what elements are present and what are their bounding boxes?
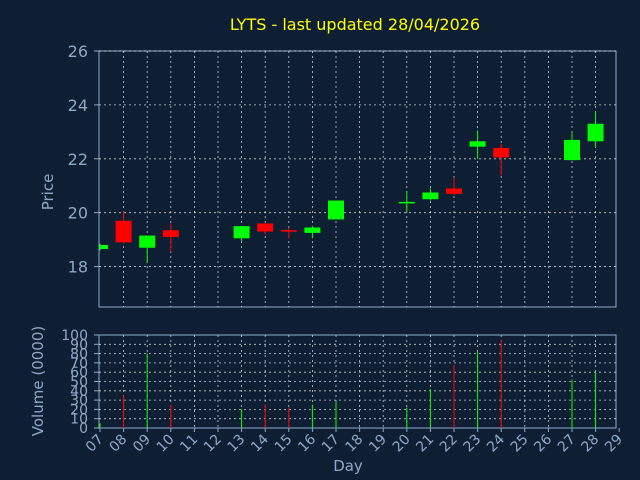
x-tick-label: 20 xyxy=(390,432,414,456)
x-tick-label: 11 xyxy=(177,432,201,456)
x-tick-label: 21 xyxy=(413,432,437,456)
volume-axis-label: Volume (0000) xyxy=(29,326,47,436)
price-tick-label: 24 xyxy=(68,96,88,115)
x-tick-label: 27 xyxy=(555,432,579,456)
x-tick-label: 10 xyxy=(154,432,178,456)
x-tick-label: 19 xyxy=(366,432,390,456)
candle-body-14 xyxy=(257,223,274,232)
x-tick-label: 17 xyxy=(319,432,343,456)
x-tick-label: 16 xyxy=(295,431,319,455)
x-tick-label: 28 xyxy=(579,432,603,456)
candle-body-09 xyxy=(139,235,156,248)
volume-tick-label: 80 xyxy=(70,347,88,363)
x-tick-label: 12 xyxy=(201,432,225,456)
x-axis-ticks: 07 08 09 10 11 12 13 14 15 16 17 18 19 20 21 22 23 24 25 26… xyxy=(83,428,626,455)
candle-body-21 xyxy=(422,192,439,200)
price-plot-area xyxy=(98,50,617,308)
price-tick-label: 20 xyxy=(68,204,88,223)
x-tick-label: 09 xyxy=(130,432,154,456)
x-tick-label: 18 xyxy=(343,432,367,456)
x-tick-label: 22 xyxy=(437,432,461,456)
candle-body-15 xyxy=(280,230,297,232)
price-tick-label: 22 xyxy=(68,150,88,169)
volume-tick-label: 0 xyxy=(79,421,88,437)
x-tick-label: 13 xyxy=(225,432,249,456)
x-tick-label: 26 xyxy=(531,431,555,455)
x-tick-label: 29 xyxy=(602,432,626,456)
volume-plot-area xyxy=(98,334,617,429)
candle-body-16 xyxy=(304,227,321,233)
volume-tick-label: 60 xyxy=(70,365,88,381)
candle-body-22 xyxy=(446,188,462,194)
candle-body-24 xyxy=(493,148,510,158)
volume-tick-label: 20 xyxy=(70,402,88,418)
volume-tick-label: 30 xyxy=(70,393,88,409)
price-tick-label: 26 xyxy=(68,42,88,61)
candle-body-10 xyxy=(162,230,179,237)
volume-tick-label: 90 xyxy=(70,337,88,353)
x-tick-label: 08 xyxy=(107,432,131,456)
price-grid xyxy=(99,50,616,307)
candle-body-07 xyxy=(100,245,108,250)
candle-body-20 xyxy=(398,201,415,204)
price-tick-label: 18 xyxy=(68,258,88,277)
volume-tick-label: 10 xyxy=(70,412,88,428)
x-tick-label: 23 xyxy=(461,432,485,456)
volume-bars xyxy=(99,339,597,428)
x-tick-label: 15 xyxy=(272,432,296,456)
x-axis-label: Day xyxy=(333,457,363,475)
chart-title: LYTS - last updated 28/04/2026 xyxy=(230,15,480,34)
candle-body-28 xyxy=(587,123,604,142)
x-tick-label: 24 xyxy=(484,431,508,455)
candle-body-23 xyxy=(469,141,486,147)
x-tick-label: 25 xyxy=(508,432,532,456)
volume-tick-label: 70 xyxy=(70,356,88,372)
candle-body-08 xyxy=(115,220,132,243)
candle-body-13 xyxy=(233,226,250,239)
price-axis-label: Price xyxy=(39,174,57,211)
volume-tick-label: 40 xyxy=(70,384,88,400)
candle-body-27 xyxy=(564,139,580,161)
x-tick-label: 14 xyxy=(248,431,272,455)
volume-tick-label: 50 xyxy=(70,375,88,391)
candle-body-17 xyxy=(328,200,344,220)
price-candles xyxy=(99,111,604,263)
price-y-ticks: 18 20 22 24 26 xyxy=(68,42,99,277)
volume-tick-label: 100 xyxy=(61,328,88,344)
